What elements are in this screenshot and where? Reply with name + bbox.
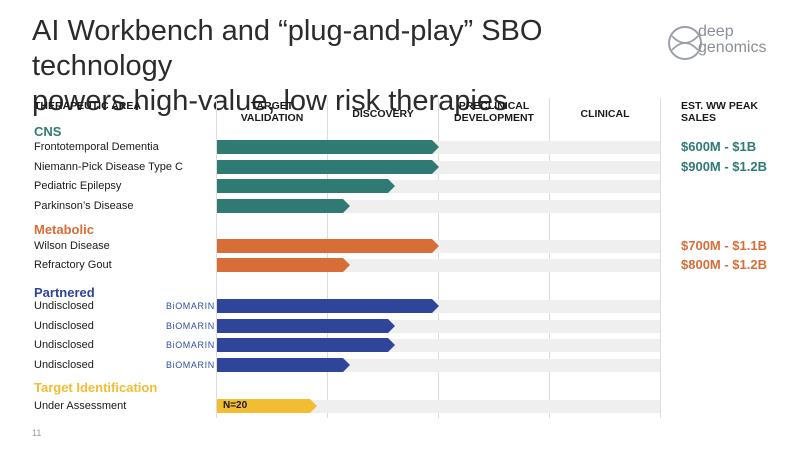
row-label: Wilson Disease	[34, 240, 110, 252]
row-label: Parkinson’s Disease	[34, 200, 134, 212]
logo-wordmark: deep genomics	[698, 24, 766, 56]
divider-5	[660, 98, 661, 418]
progress-bar	[217, 258, 350, 272]
progress-bar	[217, 338, 395, 352]
col-preclinical-l2: DEVELOPMENT	[454, 112, 534, 124]
col-target-validation-l2: VALIDATION	[240, 112, 304, 124]
row-track	[217, 400, 660, 413]
deep-genomics-logo-icon	[668, 26, 702, 60]
progress-bar	[217, 179, 395, 193]
divider-4	[549, 98, 550, 418]
row-label: Undisclosed	[34, 300, 94, 312]
col-target-validation-l1: TARGET	[250, 100, 294, 112]
col-sales: EST. WW PEAK SALES	[681, 100, 758, 124]
col-sales-l2: SALES	[681, 112, 717, 124]
col-preclinical-l1: PRECLINICAL	[458, 100, 530, 112]
row-label: Undisclosed	[34, 320, 94, 332]
progress-bar	[217, 358, 350, 372]
category-metabolic: Metabolic	[34, 222, 94, 237]
title-line-2: powers high-value, low risk therapies	[32, 85, 508, 117]
progress-bar	[217, 239, 439, 253]
logo-line-1: deep	[698, 23, 734, 40]
col-preclinical: PRECLINICAL DEVELOPMENT	[439, 100, 549, 124]
col-target-validation: TARGET VALIDATION	[217, 100, 327, 124]
row-label: Niemann-Pick Disease Type C	[34, 161, 183, 173]
partner-logo: BiOMARIN	[166, 321, 215, 331]
row-label: Frontotemporal Dementia	[34, 141, 159, 153]
page-number: 11	[32, 428, 42, 438]
row-label: Undisclosed	[34, 359, 94, 371]
divider-3	[438, 98, 439, 418]
partner-logo: BiOMARIN	[166, 340, 215, 350]
partner-logo: BiOMARIN	[166, 301, 215, 311]
category-target-identification: Target Identification	[34, 380, 158, 395]
col-discovery: DISCOVERY	[352, 108, 414, 120]
row-label: Pediatric Epilepsy	[34, 180, 122, 192]
slide-title: AI Workbench and “plug-and-play” SBO tec…	[32, 14, 652, 119]
peak-sales-value: $800M - $1.2B	[681, 257, 767, 272]
col-therapeutic-area: THERAPEUTIC AREA	[34, 100, 141, 112]
row-label: Undisclosed	[34, 339, 94, 351]
col-clinical: CLINICAL	[580, 108, 630, 120]
peak-sales-value: $900M - $1.2B	[681, 159, 767, 174]
row-label: Under Assessment	[34, 400, 127, 412]
category-cns: CNS	[34, 124, 62, 139]
progress-bar	[217, 140, 439, 154]
row-label: Refractory Gout	[34, 259, 112, 271]
progress-bar	[217, 299, 439, 313]
col-sales-l1: EST. WW PEAK	[681, 100, 759, 112]
bar-count: N=20	[223, 400, 248, 411]
progress-bar	[217, 160, 439, 174]
logo-line-2: genomics	[698, 39, 767, 56]
partner-logo: BiOMARIN	[166, 360, 215, 370]
peak-sales-value: $700M - $1.1B	[681, 238, 767, 253]
progress-bar	[217, 199, 350, 213]
category-partnered: Partnered	[34, 285, 95, 300]
title-line-1: AI Workbench and “plug-and-play” SBO tec…	[32, 15, 543, 82]
progress-bar: N=20	[217, 399, 317, 413]
peak-sales-value: $600M - $1B	[681, 139, 757, 154]
progress-bar	[217, 319, 395, 333]
divider-1	[216, 98, 217, 418]
